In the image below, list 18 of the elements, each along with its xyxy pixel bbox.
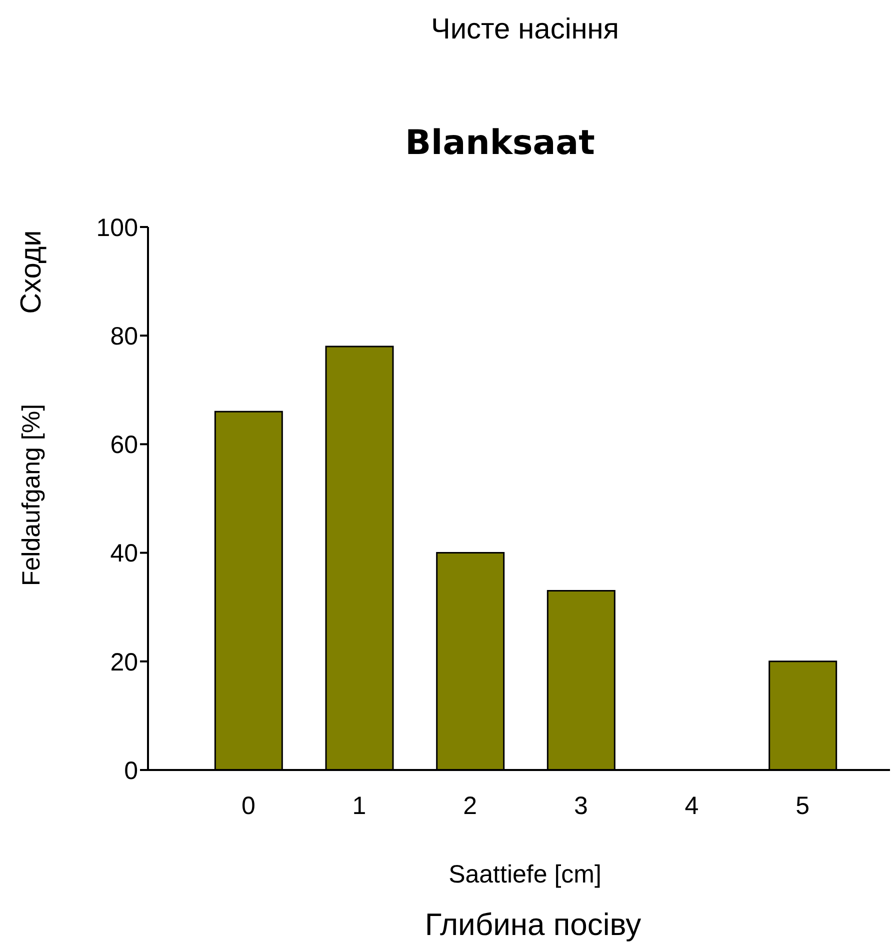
x-tick-label: 0 bbox=[241, 792, 256, 820]
x-tick-label: 5 bbox=[796, 792, 810, 820]
text: Глибина посіву bbox=[424, 907, 642, 943]
y-axis-title: Feldaufgang [%] bbox=[18, 404, 46, 586]
x-tick-label: 2 bbox=[463, 792, 478, 820]
y-tick-label: 60 bbox=[110, 431, 138, 460]
chart-title: Blanksaat bbox=[405, 123, 595, 163]
y-tick-label: 20 bbox=[110, 648, 138, 676]
x-tick-label: 1 bbox=[352, 792, 366, 820]
x-tick-label: 3 bbox=[574, 792, 588, 820]
x-tick-label: 4 bbox=[684, 792, 699, 820]
y-tick-label: 100 bbox=[96, 214, 138, 242]
x-axis-title: Saattiefe [cm] bbox=[448, 860, 602, 890]
y-tick-label: 0 bbox=[124, 756, 138, 785]
text: Чисте насіння bbox=[431, 14, 619, 46]
y-tick-label: 80 bbox=[110, 322, 138, 350]
y-tick-label: 40 bbox=[110, 540, 138, 568]
text: Сходи bbox=[16, 230, 48, 314]
